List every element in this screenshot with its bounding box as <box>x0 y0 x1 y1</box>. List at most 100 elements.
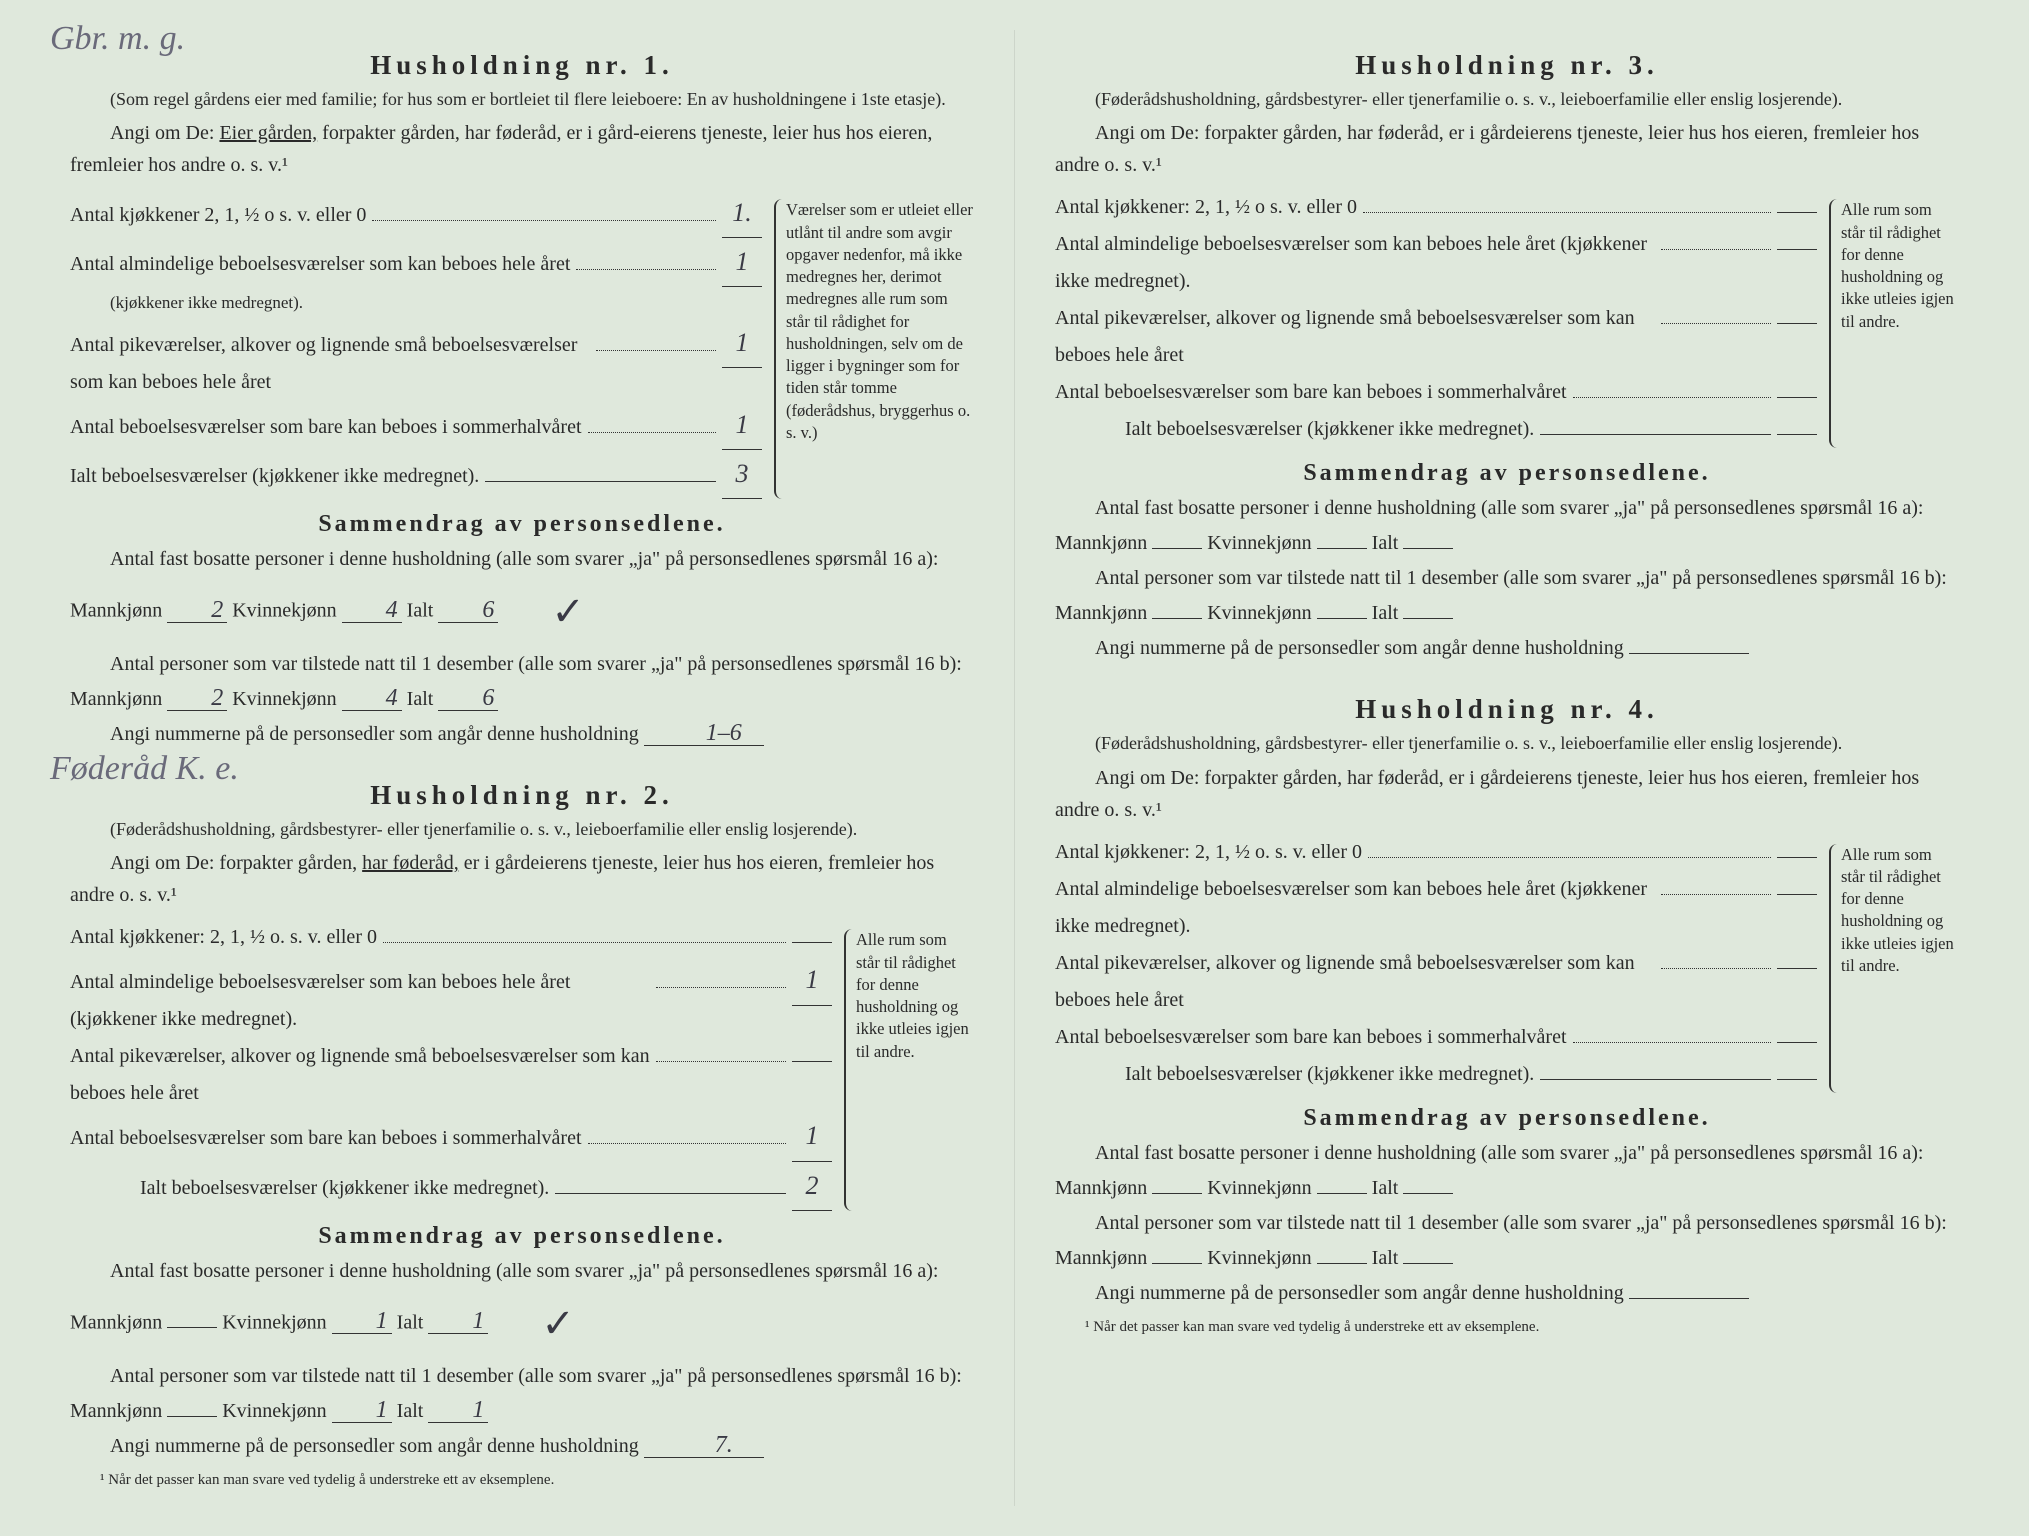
q16a-i <box>1403 1193 1453 1194</box>
q16a-m <box>1152 1193 1202 1194</box>
nummer-value <box>1629 1298 1749 1299</box>
household-3-nummer: Angi nummerne på de personsedler som ang… <box>1055 631 1959 666</box>
prompt-lead: Angi om De: forpakter gården, har føderå… <box>1055 122 1919 176</box>
household-3-note: Alle rum som står til rådighet for denne… <box>1829 199 1959 448</box>
total-label: Ialt beboelsesværelser (kjøkkener ikke m… <box>1055 411 1534 448</box>
q16b-k-label: Kvinnekjønn <box>1207 1247 1311 1269</box>
left-page: Gbr. m. g. Husholdning nr. 1. (Som regel… <box>30 30 1015 1506</box>
maid-label: Antal pikeværelser, alkover og lignende … <box>1055 945 1655 1019</box>
rooms-year-label: Antal almindelige beboelsesværelser som … <box>70 246 570 283</box>
q16a-lead: Antal fast bosatte personer i denne hush… <box>1055 497 1924 554</box>
q16a-k-label: Kvinnekjønn <box>1207 1177 1311 1199</box>
household-2-q16b: Antal personer som var tilstede natt til… <box>70 1359 974 1429</box>
q16b-i <box>1403 618 1453 619</box>
q16a-check: ✓ <box>501 1289 575 1359</box>
q16b-k-label: Kvinnekjønn <box>232 688 336 710</box>
prompt-lead: Angi om De: forpakter gården, <box>110 852 357 874</box>
q16b-lead: Antal personer som var tilstede natt til… <box>1055 1212 1947 1269</box>
kitchens-value <box>792 942 832 943</box>
q16a-i: 6 <box>438 598 498 623</box>
summer-value: 1 <box>722 401 762 450</box>
household-1-prompt: Angi om De: Eier gården, forpakter gårde… <box>70 117 974 181</box>
right-page: Husholdning nr. 3. (Føderådshusholdning,… <box>1015 30 1999 1506</box>
q16a-i-label: Ialt <box>1372 1177 1399 1199</box>
household-3-subtitle: (Føderådshusholdning, gårdsbestyrer- ell… <box>1055 87 1959 111</box>
q16b-k <box>1317 618 1367 619</box>
nummer-label: Angi nummerne på de personsedler som ang… <box>110 1435 639 1457</box>
household-1-title: Husholdning nr. 1. <box>70 50 974 81</box>
q16a-k-label: Kvinnekjønn <box>222 1311 326 1333</box>
q16b-m <box>167 1416 217 1417</box>
household-1-rows: Antal kjøkkener 2, 1, ½ o s. v. eller 01… <box>70 189 974 499</box>
q16a-i <box>1403 548 1453 549</box>
q16b-k <box>1317 1263 1367 1264</box>
household-3-q16b: Antal personer som var tilstede natt til… <box>1055 561 1959 631</box>
household-4-rows: Antal kjøkkener: 2, 1, ½ o. s. v. eller … <box>1055 834 1959 1093</box>
q16b-i <box>1403 1263 1453 1264</box>
nummer-label: Angi nummerne på de personsedler som ang… <box>110 723 639 745</box>
maid-value <box>792 1061 832 1062</box>
q16b-lead: Antal personer som var tilstede natt til… <box>70 1365 962 1422</box>
q16b-m: 2 <box>167 686 227 711</box>
total-value: 3 <box>722 450 762 499</box>
household-2-subtitle: (Føderådshusholdning, gårdsbestyrer- ell… <box>70 817 974 841</box>
household-3-q16a: Antal fast bosatte personer i denne hush… <box>1055 491 1959 561</box>
q16a-lead: Antal fast bosatte personer i denne hush… <box>1055 1142 1924 1199</box>
household-2-q16a: Antal fast bosatte personer i denne hush… <box>70 1254 974 1359</box>
total-value <box>1777 1079 1817 1080</box>
q16b-lead: Antal personer som var tilstede natt til… <box>1055 567 1947 624</box>
rooms-year-value <box>1777 249 1817 250</box>
maid-label: Antal pikeværelser, alkover og lignende … <box>1055 300 1655 374</box>
summer-label: Antal beboelsesværelser som bare kan beb… <box>70 1120 582 1157</box>
maid-label: Antal pikeværelser, alkover og lignende … <box>70 1038 650 1112</box>
summer-label: Antal beboelsesværelser som bare kan beb… <box>1055 1019 1567 1056</box>
household-1-sammen-title: Sammendrag av personsedlene. <box>70 511 974 538</box>
q16a-i-label: Ialt <box>1372 532 1399 554</box>
household-4-q16a: Antal fast bosatte personer i denne hush… <box>1055 1136 1959 1206</box>
footnote-right: ¹ Når det passer kan man svare ved tydel… <box>1055 1319 1959 1336</box>
kitchens-label: Antal kjøkkener: 2, 1, ½ o. s. v. eller … <box>1055 834 1362 871</box>
q16a-k-label: Kvinnekjønn <box>232 600 336 622</box>
household-4-note: Alle rum som står til rådighet for denne… <box>1829 844 1959 1093</box>
q16b-k: 1 <box>332 1398 392 1423</box>
nummer-label: Angi nummerne på de personsedler som ang… <box>1095 637 1624 659</box>
household-2-rows: Antal kjøkkener: 2, 1, ½ o. s. v. eller … <box>70 919 974 1210</box>
summer-label: Antal beboelsesværelser som bare kan beb… <box>1055 374 1567 411</box>
q16a-i-label: Ialt <box>407 600 434 622</box>
kitchens-value <box>1777 857 1817 858</box>
maid-value: 1 <box>722 319 762 368</box>
total-label: Ialt beboelsesværelser (kjøkkener ikke m… <box>70 458 479 495</box>
prompt-lead: Angi om De: <box>110 122 214 144</box>
q16a-m <box>167 1327 217 1328</box>
household-1-q16a: Antal fast bosatte personer i denne hush… <box>70 542 974 647</box>
maid-value <box>1777 968 1817 969</box>
household-4-q16b: Antal personer som var tilstede natt til… <box>1055 1206 1959 1276</box>
footnote-left: ¹ Når det passer kan man svare ved tydel… <box>70 1472 974 1489</box>
prompt-lead: Angi om De: forpakter gården, har føderå… <box>1055 767 1919 821</box>
q16b-i: 1 <box>428 1398 488 1423</box>
household-2-note: Alle rum som står til rådighet for denne… <box>844 929 974 1210</box>
household-2-nummer: Angi nummerne på de personsedler som ang… <box>70 1429 974 1464</box>
q16a-k: 1 <box>332 1309 392 1334</box>
q16b-m <box>1152 1263 1202 1264</box>
rooms-year-value: 1 <box>792 956 832 1005</box>
household-3-sammen-title: Sammendrag av personsedlene. <box>1055 460 1959 487</box>
household-4-prompt: Angi om De: forpakter gården, har føderå… <box>1055 762 1959 826</box>
household-3: Husholdning nr. 3. (Føderådshusholdning,… <box>1055 50 1959 666</box>
total-value <box>1777 434 1817 435</box>
total-label: Ialt beboelsesværelser (kjøkkener ikke m… <box>1055 1056 1534 1093</box>
nummer-value: 1–6 <box>644 721 764 746</box>
q16a-k: 4 <box>342 598 402 623</box>
q16b-i-label: Ialt <box>397 1400 424 1422</box>
household-4-sammen-title: Sammendrag av personsedlene. <box>1055 1105 1959 1132</box>
nummer-value <box>1629 653 1749 654</box>
household-1-subtitle: (Som regel gårdens eier med familie; for… <box>70 87 974 111</box>
total-label: Ialt beboelsesværelser (kjøkkener ikke m… <box>70 1170 549 1207</box>
q16a-k <box>1317 548 1367 549</box>
household-1-nummer: Angi nummerne på de personsedler som ang… <box>70 717 974 752</box>
q16a-i: 1 <box>428 1309 488 1334</box>
q16b-m <box>1152 618 1202 619</box>
summer-value <box>1777 397 1817 398</box>
kitchens-label: Antal kjøkkener: 2, 1, ½ o s. v. eller 0 <box>1055 189 1357 226</box>
prompt-underlined: har føderåd, <box>362 852 459 874</box>
